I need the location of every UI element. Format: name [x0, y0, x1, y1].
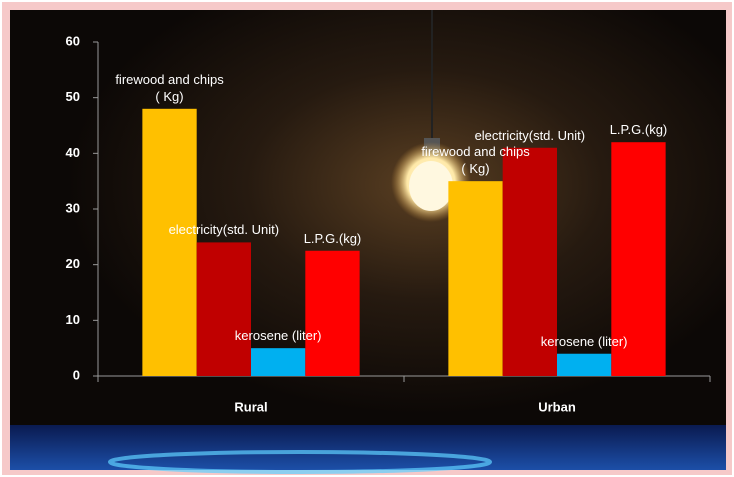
bar: [448, 181, 503, 376]
x-tick-label: Urban: [538, 399, 576, 414]
bar: [502, 147, 557, 376]
bar-label: electricity(std. Unit): [168, 222, 280, 238]
bar: [611, 142, 666, 376]
bar-label: kerosene (liter): [540, 333, 628, 349]
y-tick-label: 50: [66, 89, 80, 104]
bar-label: firewood and chips ( Kg): [421, 144, 530, 177]
stove-strip: [10, 425, 726, 470]
y-tick-label: 40: [66, 145, 80, 160]
bar: [251, 348, 306, 376]
x-tick-label: Rural: [234, 399, 267, 414]
bar-label: L.P.G.(kg): [303, 230, 362, 246]
background: [10, 10, 726, 470]
y-tick-label: 60: [66, 33, 80, 48]
bar-label: kerosene (liter): [234, 328, 322, 344]
bar-label: L.P.G.(kg): [609, 122, 668, 138]
bar-label: firewood and chips ( Kg): [115, 71, 224, 104]
flame-ring: [108, 450, 492, 474]
y-tick-label: 10: [66, 312, 80, 327]
bar: [305, 250, 360, 376]
y-tick-label: 0: [73, 367, 80, 382]
y-tick-label: 20: [66, 256, 80, 271]
bar-label: electricity(std. Unit): [474, 127, 586, 143]
y-tick-label: 30: [66, 200, 80, 215]
bulb: [409, 161, 453, 211]
bar: [196, 242, 251, 376]
bar: [557, 353, 612, 376]
bar: [142, 108, 197, 377]
